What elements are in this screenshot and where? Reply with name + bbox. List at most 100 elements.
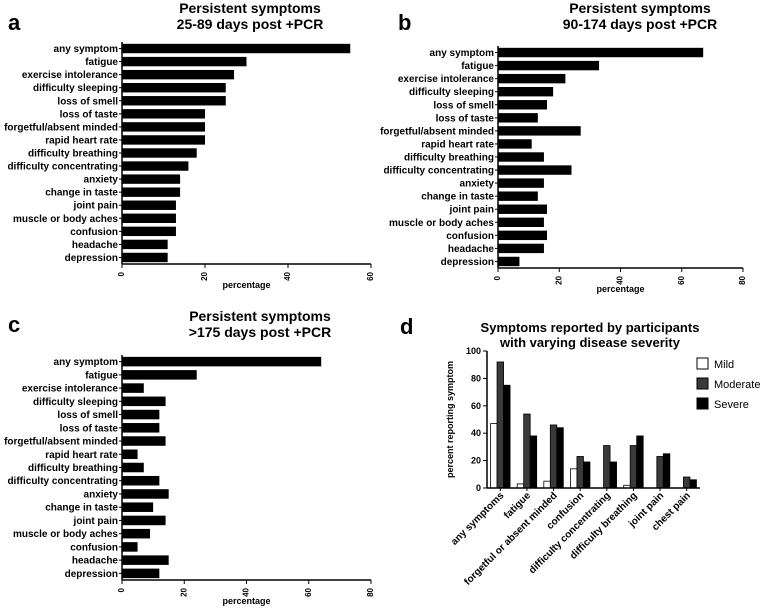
chart-d-legend-swatch bbox=[696, 397, 709, 410]
chart-b-title-line1: Persistent symptoms bbox=[569, 0, 711, 16]
chart-a-bar bbox=[122, 161, 189, 171]
chart-c-bar bbox=[122, 462, 144, 473]
chart-b-bar bbox=[498, 204, 547, 214]
chart-d-bar-severe bbox=[689, 479, 697, 489]
chart-c-bar bbox=[122, 568, 160, 579]
chart-b-bar bbox=[498, 126, 581, 136]
chart-b-bar bbox=[498, 243, 544, 254]
chart-c-bar bbox=[122, 555, 169, 565]
chart-a-bar bbox=[122, 200, 176, 210]
chart-c-category-label: loss of taste bbox=[60, 423, 119, 434]
panel-letter-a: a bbox=[8, 10, 21, 35]
chart-d-bar-severe bbox=[662, 453, 671, 489]
chart-b-bar bbox=[498, 113, 538, 123]
chart-c-category-label: anxiety bbox=[84, 489, 119, 500]
chart-c-bar bbox=[122, 515, 166, 526]
chart-c-category-label: joint pain bbox=[73, 516, 118, 527]
chart-d-bar-moderate bbox=[683, 476, 691, 489]
chart-b-category-label: anxiety bbox=[460, 179, 495, 190]
chart-a-category-label: fatigue bbox=[85, 57, 118, 68]
chart-b-xtick-label: 20 bbox=[554, 275, 563, 284]
chart-c-category-label: confusion bbox=[70, 542, 118, 553]
chart-c-bar bbox=[122, 542, 138, 552]
chart-d-bar-severe bbox=[583, 461, 591, 489]
chart-a-bar bbox=[122, 252, 168, 263]
chart-d-category-label: any symptoms bbox=[449, 490, 507, 548]
chart-a-bar bbox=[122, 148, 197, 158]
chart-d-bar-severe bbox=[609, 461, 617, 489]
chart-c-title-line2: >175 days post +PCR bbox=[188, 324, 332, 340]
chart-a-category-label: loss of smell bbox=[57, 96, 118, 107]
chart-c-category-label: rapid heart rate bbox=[45, 450, 118, 461]
chart-d-bar-moderate bbox=[629, 445, 638, 489]
chart-c-category-label: difficulty breathing bbox=[28, 463, 118, 474]
chart-d-bar-severe bbox=[636, 435, 644, 489]
chart-b-category-label: forgetful/absent minded bbox=[380, 126, 494, 137]
chart-a-bar bbox=[122, 83, 226, 93]
chart-a-category-label: joint pain bbox=[73, 201, 118, 212]
chart-b-bar bbox=[498, 191, 538, 201]
chart-c-category-label: any symptom bbox=[54, 357, 119, 368]
chart-b-category-label: difficulty concentrating bbox=[383, 166, 494, 177]
chart-c-bar bbox=[122, 383, 144, 393]
chart-d-title-line2: with varying disease severity bbox=[500, 335, 680, 350]
chart-b-bar bbox=[498, 73, 566, 84]
chart-d-ytick-label: 80 bbox=[471, 373, 481, 383]
chart-d-ytick-label: 60 bbox=[471, 401, 481, 411]
chart-d-legend-swatch bbox=[696, 377, 709, 390]
chart-d-legend-label: Severe bbox=[714, 399, 749, 411]
chart-b-category-label: loss of smell bbox=[433, 100, 494, 111]
chart-a-bar bbox=[122, 43, 351, 54]
chart-a-bar bbox=[122, 213, 176, 223]
chart-a-bar bbox=[122, 109, 205, 119]
chart-b-category-label: difficulty breathing bbox=[404, 153, 494, 164]
chart-d-bar-moderate bbox=[496, 361, 504, 489]
chart-d-bar-mild bbox=[570, 468, 578, 489]
chart-c-title: Persistent symptoms >175 days post +PCR bbox=[140, 308, 380, 340]
chart-b-xtick-label: 40 bbox=[616, 275, 625, 284]
chart-d-title-line1: Symptoms reported by participants bbox=[480, 320, 700, 335]
chart-a-title-line1: Persistent symptoms bbox=[179, 0, 321, 16]
chart-a-category-label: loss of taste bbox=[60, 109, 119, 120]
chart-b-title: Persistent symptoms 90-174 days post +PC… bbox=[520, 0, 760, 32]
chart-b-category-label: confusion bbox=[446, 231, 494, 242]
chart-a-category-label: difficulty sleeping bbox=[33, 83, 118, 94]
chart-c-title-line1: Persistent symptoms bbox=[189, 308, 331, 324]
chart-c-category-label: depression bbox=[65, 569, 118, 580]
chart-c-bar bbox=[122, 449, 138, 460]
chart-a-bar bbox=[122, 69, 235, 80]
chart-b-category-label: muscle or body aches bbox=[389, 218, 494, 229]
chart-b-title-line2: 90-174 days post +PCR bbox=[562, 16, 718, 32]
chart-a-bar bbox=[122, 226, 176, 237]
chart-c-bar bbox=[122, 409, 160, 420]
chart-a-category-label: confusion bbox=[70, 227, 118, 238]
chart-a-title: Persistent symptoms 25-89 days post +PCR bbox=[140, 0, 360, 32]
chart-b-xtick-label: 60 bbox=[677, 275, 686, 284]
chart-c-category-label: exercise intolerance bbox=[22, 384, 119, 395]
chart-c-xlabel: percentage bbox=[222, 596, 270, 606]
chart-b-bar bbox=[498, 217, 544, 227]
chart-c-bar bbox=[122, 396, 166, 407]
panel-letter-c: c bbox=[8, 312, 21, 337]
chart-b-category-label: loss of taste bbox=[436, 113, 495, 124]
chart-b-bar bbox=[498, 165, 572, 175]
chart-a-category-label: forgetful/absent minded bbox=[4, 122, 118, 133]
chart-c-category-label: difficulty sleeping bbox=[33, 397, 118, 408]
chart-a-bar bbox=[122, 135, 205, 145]
chart-a-bar bbox=[122, 239, 168, 250]
chart-b-category-label: any symptom bbox=[430, 48, 495, 59]
chart-c-xtick-label: 40 bbox=[242, 587, 251, 596]
chart-c-category-label: headache bbox=[72, 556, 119, 567]
chart-b-category-label: difficulty sleeping bbox=[409, 87, 494, 98]
chart-a-bar bbox=[122, 187, 181, 197]
chart-c-category-label: muscle or body aches bbox=[13, 529, 118, 540]
chart-a-category-label: headache bbox=[72, 240, 119, 251]
chart-b-bar bbox=[498, 100, 547, 110]
chart-a-category-label: anxiety bbox=[84, 175, 119, 186]
panel-letter-d: d bbox=[400, 314, 414, 339]
chart-c-bar bbox=[122, 370, 197, 380]
chart-d-legend-label: Mild bbox=[714, 359, 734, 371]
chart-a-bar bbox=[122, 56, 247, 67]
panel-letter-b: b bbox=[398, 10, 412, 35]
